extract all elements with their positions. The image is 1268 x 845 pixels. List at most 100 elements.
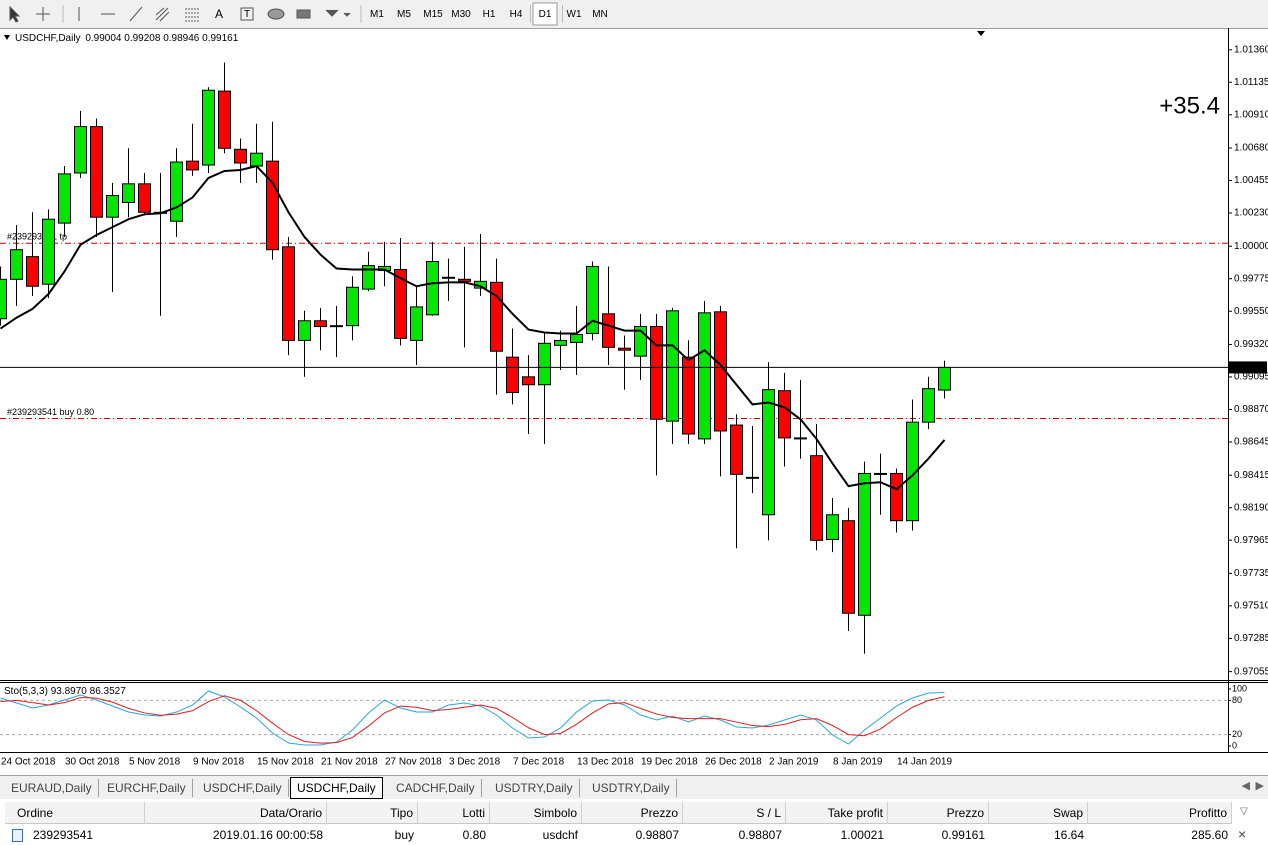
chart-tab[interactable]: EURCHF,Daily: [101, 779, 193, 797]
candle-body: [746, 476, 759, 479]
tab-scroll-right[interactable]: ▶: [1255, 780, 1264, 792]
candle-body: [394, 268, 407, 339]
x-tick-label: 2 Jan 2019: [769, 757, 819, 768]
candle-body: [26, 256, 39, 287]
candle-body: [506, 356, 519, 394]
candle-body: [202, 89, 215, 166]
timeframe-button[interactable]: H4: [510, 9, 523, 20]
trendline-tool[interactable]: [129, 6, 143, 22]
timeframe-button[interactable]: D1: [539, 9, 552, 20]
candle-body: [618, 347, 631, 351]
table-cell: 0.99161: [941, 828, 985, 842]
candle-body: [586, 265, 599, 334]
label-tool[interactable]: [240, 7, 254, 21]
candle-body: [794, 437, 807, 440]
y-tick-label: 0.99095: [1234, 372, 1268, 383]
candle-body: [666, 310, 679, 422]
chart-tab[interactable]: USDTRY,Daily: [489, 779, 580, 797]
ellipse-tool[interactable]: [267, 8, 285, 20]
candle-body: [458, 278, 471, 282]
candle-body: [58, 173, 71, 224]
arrows-menu[interactable]: [325, 9, 351, 17]
terminal-chart: A T M1 M5 M15 M30 H1 H4 D1 W1 MN USDCHF,Daily 0.…: [0, 0, 1268, 768]
drawing-tools: A T: [9, 5, 362, 23]
channel-tool[interactable]: [155, 7, 170, 22]
column-header[interactable]: Profitto: [1088, 802, 1232, 824]
candle-body: [778, 390, 791, 439]
candle-body: [314, 320, 327, 328]
column-header[interactable]: Simbolo: [490, 802, 582, 824]
table-cell: 285.60: [1191, 828, 1228, 842]
column-header[interactable]: Lotti: [418, 802, 490, 824]
indicator-header: Sto(5,3,3) 93.8970 86.3527: [4, 686, 126, 697]
column-header[interactable]: Prezzo: [888, 802, 989, 824]
column-header[interactable]: Swap: [989, 802, 1088, 824]
y-tick-label: 0: [1232, 740, 1237, 750]
shift-marker: [977, 31, 985, 36]
timeframe-button[interactable]: M1: [370, 9, 384, 20]
column-header[interactable]: Take profit: [786, 802, 888, 824]
y-tick-label: 1.01360: [1234, 44, 1268, 55]
chart-tab[interactable]: USDTRY,Daily: [586, 779, 677, 797]
candle-body: [538, 342, 551, 386]
candle-body: [330, 325, 343, 328]
y-tick-label: 1.00000: [1234, 241, 1268, 252]
y-tick-label: 0.97510: [1234, 601, 1268, 612]
x-tick-label: 24 Oct 2018: [1, 757, 56, 768]
chart-tab[interactable]: USDCHF,Daily: [290, 777, 383, 799]
column-header[interactable]: Tipo: [327, 802, 418, 824]
cursor-tool[interactable]: [9, 5, 21, 23]
column-header[interactable]: S / L: [683, 802, 786, 824]
candle-body: [938, 366, 951, 391]
fibo-tool[interactable]: [185, 8, 199, 22]
candle-body: [426, 261, 439, 316]
y-tick-label: 1.00680: [1234, 143, 1268, 154]
moving-average: [0, 164, 946, 491]
symbol-title: USDCHF,Daily: [15, 33, 81, 44]
header-menu-arrow[interactable]: [4, 35, 10, 40]
y-tick-label: 0.97055: [1234, 666, 1268, 677]
column-header[interactable]: Prezzo: [582, 802, 683, 824]
y-tick-label: 0.98415: [1234, 470, 1268, 481]
rectangle-tool[interactable]: [296, 9, 311, 19]
y-tick-label: 0.99550: [1234, 306, 1268, 317]
x-tick-label: 9 Nov 2018: [193, 757, 245, 768]
table-cell: 2019.01.16 00:00:58: [212, 828, 323, 842]
indicator-title: Sto(5,3,3): [4, 686, 48, 697]
candle-body: [682, 356, 695, 435]
timeframe-button[interactable]: MN: [592, 9, 608, 20]
y-tick-label: 80: [1232, 695, 1242, 705]
candle-body: [250, 152, 263, 167]
close-order[interactable]: ×: [1238, 826, 1247, 842]
timeframe-button[interactable]: M15: [423, 9, 443, 20]
chart-tab[interactable]: CADCHF,Daily: [390, 779, 482, 797]
chart-tab[interactable]: EURAUD,Daily: [5, 779, 99, 797]
y-tick-label: 20: [1232, 729, 1242, 739]
table-cell: 0.80: [462, 828, 486, 842]
candle-body: [266, 160, 279, 251]
timeframe-button[interactable]: M5: [397, 9, 411, 20]
y-tick-label: 1.00230: [1234, 208, 1268, 219]
indicator-main-value: 93.8970: [51, 686, 88, 697]
timeframe-button[interactable]: W1: [567, 9, 582, 20]
candle-body: [186, 160, 199, 171]
column-header[interactable]: Ordine: [5, 802, 145, 824]
sort-marker[interactable]: ▽: [1240, 806, 1248, 817]
ohlc-open: 0.99004: [85, 33, 122, 44]
text-tool[interactable]: A: [215, 7, 223, 21]
crosshair-tool[interactable]: [36, 7, 50, 21]
chart-tab[interactable]: USDCHF,Daily: [197, 779, 289, 797]
candle-body: [762, 389, 775, 516]
column-header[interactable]: Data/Orario: [145, 802, 327, 824]
candle-body: [298, 320, 311, 341]
timeframe-button[interactable]: M30: [451, 9, 471, 20]
candle-body: [602, 313, 615, 348]
x-tick-label: 8 Jan 2019: [833, 757, 883, 768]
candle-body: [170, 161, 183, 222]
candle-body: [410, 306, 423, 341]
candle-body: [42, 218, 55, 285]
candle-body: [730, 424, 743, 475]
x-tick-label: 5 Nov 2018: [129, 757, 181, 768]
timeframe-button[interactable]: H1: [483, 9, 496, 20]
tab-scroll-left[interactable]: ◀: [1241, 780, 1250, 792]
